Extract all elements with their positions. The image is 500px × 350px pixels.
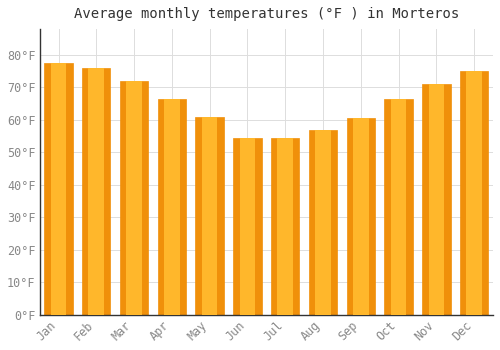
Bar: [126, 81, 142, 315]
Title: Average monthly temperatures (°F ) in Morteros: Average monthly temperatures (°F ) in Mo…: [74, 7, 459, 21]
Bar: [164, 99, 180, 315]
Bar: [158, 99, 186, 315]
Bar: [346, 118, 375, 315]
Bar: [196, 117, 224, 315]
Bar: [278, 138, 293, 315]
Bar: [271, 138, 300, 315]
Bar: [88, 68, 104, 315]
Bar: [353, 118, 368, 315]
Bar: [234, 138, 262, 315]
Bar: [240, 138, 255, 315]
Bar: [82, 68, 110, 315]
Bar: [422, 84, 450, 315]
Bar: [391, 99, 406, 315]
Bar: [120, 81, 148, 315]
Bar: [428, 84, 444, 315]
Bar: [44, 63, 72, 315]
Bar: [309, 130, 337, 315]
Bar: [460, 71, 488, 315]
Bar: [50, 63, 66, 315]
Bar: [315, 130, 331, 315]
Bar: [202, 117, 218, 315]
Bar: [466, 71, 482, 315]
Bar: [384, 99, 413, 315]
